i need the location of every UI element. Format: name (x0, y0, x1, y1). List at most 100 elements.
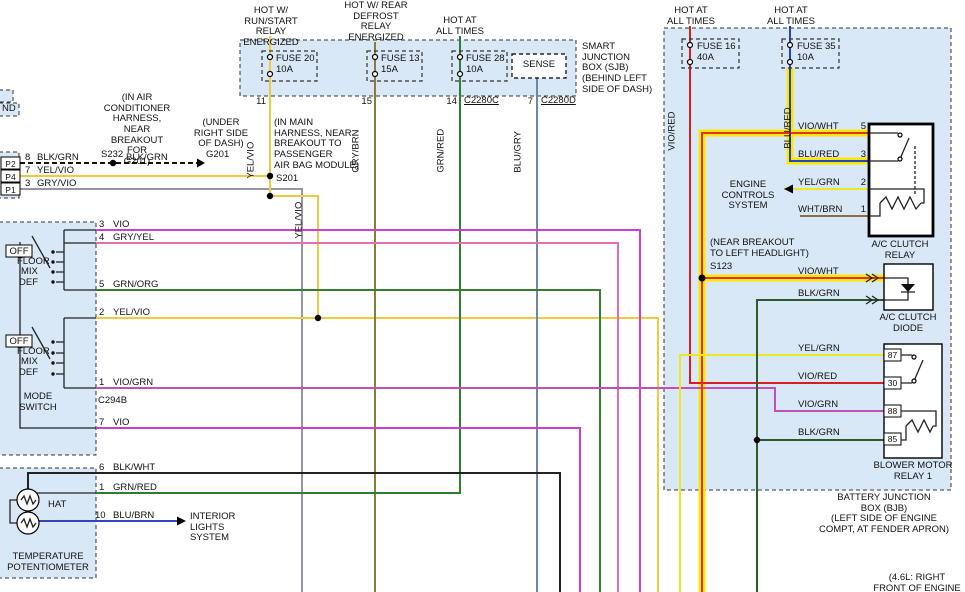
ac-relay-pin-1: 1 (860, 204, 866, 215)
connector-c2280c: C2280C (464, 95, 499, 106)
mode-wire-gry-yel: GRY/YEL (113, 232, 155, 243)
mode-wire-vio-grn: VIO/GRN (113, 377, 154, 388)
splice-s232-label: S232 (101, 149, 124, 160)
conn-wire-gry-vio: GRY/VIO (37, 178, 77, 189)
blower-wire-vio-red: VIO/RED (798, 371, 838, 382)
sjb-pin-7: 7 (527, 96, 533, 107)
temp-pot-title: TEMPERATURE POTENTIOMETER (7, 551, 89, 573)
wire-gry-yel (96, 242, 619, 592)
partial-label-nd: ND (2, 103, 16, 114)
wire-yel-grn-87 (679, 354, 884, 592)
ac-harness-note: (IN AIR CONDITIONER HARNESS, NEAR BREAKO… (103, 92, 171, 167)
port-box-p4 (0, 169, 21, 183)
splice-s201-label: S201 (276, 173, 299, 184)
mode-pin-7: 7 (99, 417, 105, 428)
junction-dot (753, 436, 761, 444)
wire-vio-grn (96, 387, 884, 412)
conn-wire-blk-grn: BLK/GRN (37, 152, 79, 163)
mode-pos-floor-1: FLOOR (17, 256, 50, 267)
feed-label-hot-at-all-times-2: HOT AT ALL TIMES (666, 5, 716, 27)
junction-dot (314, 314, 322, 322)
pot-wire-blu-brn: BLU/BRN (113, 510, 155, 521)
fuse28-label: FUSE 28 10A (466, 53, 505, 75)
ac-relay-pin-5: 5 (860, 121, 866, 132)
splice-wire-label: BLK/GRN (126, 152, 168, 163)
mode-wire-grn-org: GRN/ORG (113, 279, 159, 290)
mode-off-frame-2 (5, 334, 33, 348)
blower-relay-title: BLOWER MOTOR RELAY 1 (873, 460, 953, 482)
wire-yel-vio-main (96, 317, 659, 592)
conn-pin-8: 8 (25, 152, 31, 163)
diode-connector-chevrons (865, 273, 880, 305)
mode-arm-2 (31, 326, 51, 360)
mode-pin-3: 3 (99, 219, 105, 230)
pot-zigzag-1 (20, 494, 37, 506)
fuse20-frame (261, 50, 318, 82)
g201-location-note: (UNDER RIGHT SIDE OF DASH) (193, 117, 249, 150)
ac-relay-contact-1 (897, 132, 903, 138)
g201-arrow (197, 158, 205, 168)
mode-pos-off-2: OFF (9, 336, 29, 347)
splice-s123-dot (698, 274, 706, 282)
blower-wire-vio-grn: VIO/GRN (798, 399, 839, 410)
wire-yel-vio-fuse20 (269, 36, 319, 318)
fuse13-label: FUSE 13 15A (381, 53, 420, 75)
wire-label-grn-red: GRN/RED (435, 128, 447, 173)
wire-label-blu-red: BLU/RED (782, 107, 794, 149)
mode-bus-2 (56, 317, 96, 389)
port-p2-label: P2 (5, 159, 16, 169)
ac-relay-wire-yel-grn: YEL/GRN (798, 177, 840, 188)
pot-link (9, 499, 17, 524)
mode-pos-mix-2: MIX (21, 356, 38, 367)
pot-zigzag-2 (20, 517, 37, 529)
mode-common-line (19, 242, 96, 429)
mode-switch-title: MODE SWITCH (19, 391, 57, 413)
blower-relay-switch (901, 354, 924, 384)
wire-vio-wht (701, 132, 884, 592)
wire-blk-grn (756, 299, 884, 592)
blower-wire-yel-grn: YEL/GRN (798, 343, 840, 354)
fuse20-label: FUSE 20 10A (276, 53, 315, 75)
s123-location-note: (NEAR BREAKOUT TO LEFT HEADLIGHT) (710, 237, 809, 259)
sjb-pin-11: 11 (256, 96, 266, 107)
wire-vio-red (689, 26, 884, 384)
wire-grn-org (96, 289, 601, 592)
fuse16-label: FUSE 16 40A (697, 41, 736, 63)
fuse-terminals (266, 41, 794, 78)
mode-off-frame-1 (5, 244, 33, 258)
wire-blu-red (789, 26, 869, 162)
blower-contact-1 (911, 354, 917, 360)
blower-pin-87: 87 (887, 350, 898, 360)
wire-label-yel-vio-v2: YEL/VIO (293, 201, 305, 239)
ac-relay-pin-2: 2 (860, 177, 866, 188)
wire-blk-wht (27, 472, 561, 592)
pot-wire-grn-red: GRN/RED (113, 482, 157, 493)
mode-arm-1 (31, 235, 51, 269)
partial-box-top (0, 89, 14, 103)
mode-bus-1 (56, 229, 96, 291)
mode-pin-5: 5 (99, 279, 105, 290)
sjb-pin-15: 15 (361, 96, 372, 107)
wire-vio-pin7b (96, 427, 581, 592)
conn-pin-3: 3 (25, 178, 31, 189)
blower-pin-box-85 (883, 432, 902, 446)
partial-box-nd (0, 102, 20, 117)
blower-pin-88: 88 (887, 406, 898, 416)
main-harness-note: (IN MAIN HARNESS, NEAR BREAKOUT TO PASSE… (274, 117, 359, 171)
bjb-46l-note: (4.6L: RIGHT FRONT OF ENGINE (873, 572, 961, 592)
ac-clutch-diode-title: A/C CLUTCH DIODE (879, 312, 937, 334)
ac-relay-wire-blu-red: BLU/RED (798, 149, 840, 160)
ac-relay-wire-vio-wht: VIO/WHT (798, 121, 839, 132)
mode-pos-def-2: DEF (19, 367, 38, 378)
mode-wire-vio-2: VIO (113, 417, 130, 428)
pot-pin-10: 10 (95, 510, 106, 521)
mode-pin-4: 4 (99, 232, 105, 243)
diode-symbol (901, 284, 915, 292)
blower-relay-coil (901, 410, 937, 441)
mode-wire-vio: VIO (113, 219, 130, 230)
ground-g201-label: G201 (206, 149, 230, 160)
mode-pin-1: 1 (99, 377, 105, 388)
conn-pin-7: 7 (25, 165, 31, 176)
